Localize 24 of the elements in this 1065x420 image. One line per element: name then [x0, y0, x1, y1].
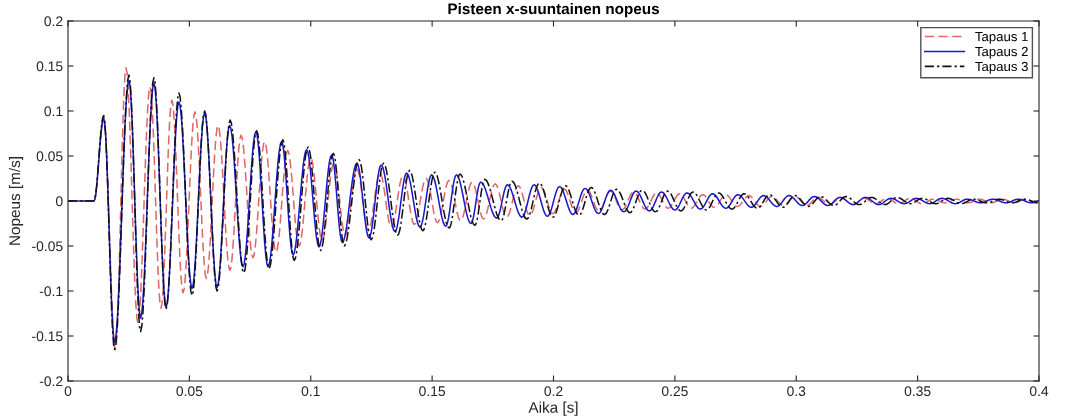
- x-tick-label: 0.3: [787, 386, 806, 397]
- x-tick-label: 0.4: [1029, 386, 1049, 397]
- y-tick-label: 0.15: [36, 61, 63, 72]
- x-tick-label: 0.15: [419, 386, 446, 397]
- x-axis-title: Aika [s]: [528, 401, 578, 416]
- y-tick-label: 0: [55, 196, 63, 207]
- x-tick-label: 0: [64, 386, 72, 397]
- y-tick-label: -0.1: [39, 286, 63, 297]
- legend-label: Tapaus 2: [975, 46, 1028, 59]
- chart-title: Pisteen x-suuntainen nopeus: [448, 2, 659, 18]
- y-axis-title: Nopeus [m/s]: [8, 157, 24, 245]
- legend-label: Tapaus 1: [975, 32, 1028, 44]
- x-tick-label: 0.1: [301, 386, 320, 397]
- y-tick-label: 0.1: [44, 106, 63, 117]
- x-tick-label: 0.25: [661, 386, 688, 397]
- y-tick-label: -0.15: [32, 331, 63, 342]
- y-tick-label: 0.2: [44, 16, 63, 27]
- x-tick-label: 0.2: [544, 386, 563, 397]
- legend-label: Tapaus 3: [975, 61, 1028, 74]
- y-tick-label: -0.2: [39, 376, 63, 387]
- x-tick-label: 0.05: [176, 386, 203, 397]
- y-tick-label: -0.05: [32, 241, 63, 252]
- x-tick-label: 0.35: [904, 386, 931, 397]
- y-tick-label: 0.05: [36, 151, 63, 162]
